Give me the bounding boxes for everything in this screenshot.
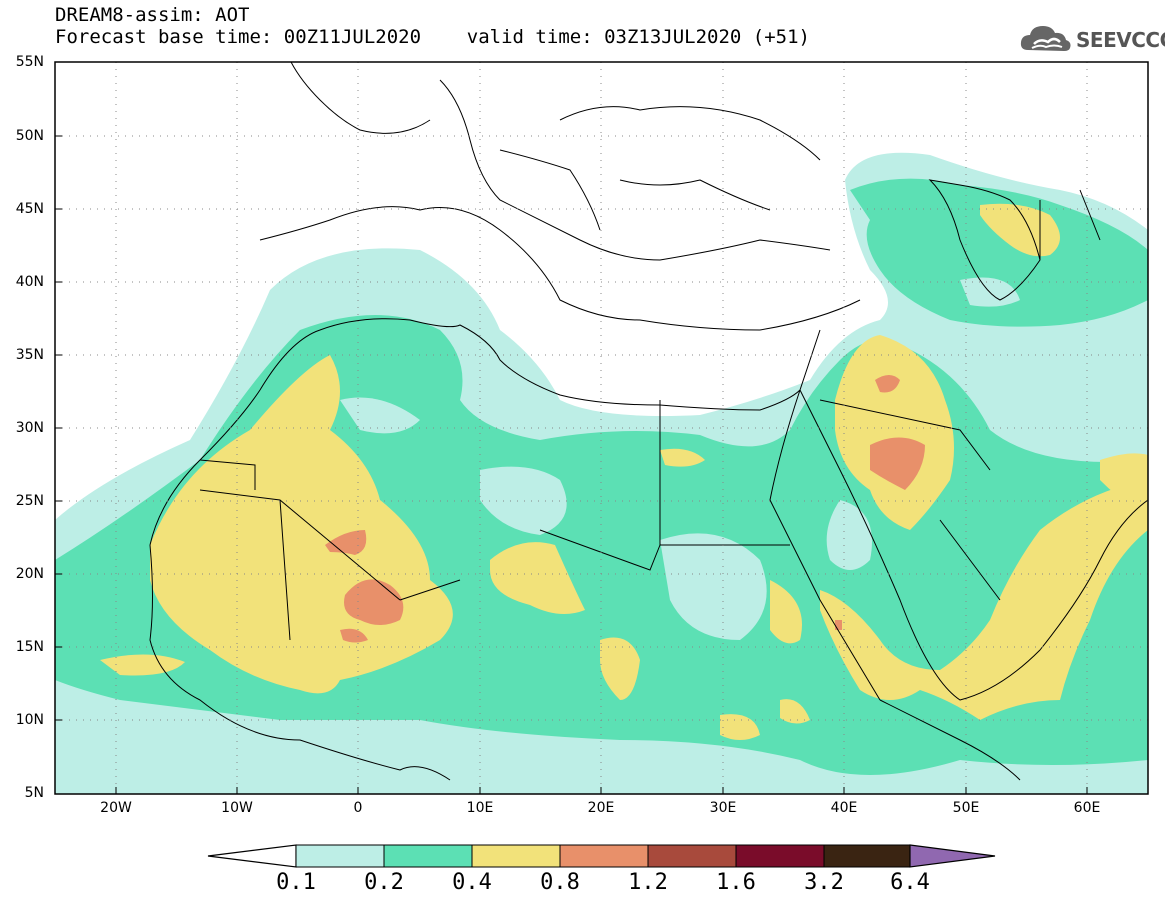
lon-label: 10E bbox=[466, 800, 494, 816]
map-title: DREAM8-assim: AOT bbox=[55, 4, 250, 26]
lon-label: 20E bbox=[587, 800, 615, 816]
colorbar-swatch-1.2 bbox=[647, 844, 737, 868]
lat-label: 10N bbox=[15, 712, 44, 728]
lon-label: 50E bbox=[952, 800, 980, 816]
lat-label: 35N bbox=[15, 347, 44, 363]
logo-text: SEEVCCC bbox=[1076, 28, 1165, 52]
cloud-icon bbox=[1020, 26, 1071, 51]
lat-label: 15N bbox=[15, 639, 44, 655]
colorbar-swatch-3.2 bbox=[823, 844, 911, 868]
lon-label: 30E bbox=[709, 800, 737, 816]
colorbar-label: 0.1 bbox=[276, 870, 316, 895]
lat-label: 25N bbox=[15, 493, 44, 509]
colorbar-label: 3.2 bbox=[804, 870, 844, 895]
lat-label: 30N bbox=[15, 420, 44, 436]
lat-label: 55N bbox=[15, 54, 44, 70]
colorbar bbox=[207, 844, 996, 868]
coastlines-borders bbox=[149, 62, 1148, 781]
seevccc-logo: SEEVCCC bbox=[1018, 20, 1165, 60]
colorbar-high-arrow bbox=[909, 844, 996, 868]
colorbar-label: 1.6 bbox=[716, 870, 756, 895]
lon-label: 60E bbox=[1073, 800, 1101, 816]
graticule bbox=[55, 62, 1148, 794]
colorbar-swatch-0.1 bbox=[295, 844, 385, 868]
colorbar-label: 0.4 bbox=[452, 870, 492, 895]
lat-label: 20N bbox=[15, 566, 44, 582]
colorbar-swatch-0.2 bbox=[383, 844, 473, 868]
lon-label: 20W bbox=[100, 800, 132, 816]
colorbar-swatch-0.4 bbox=[471, 844, 561, 868]
colorbar-label: 0.8 bbox=[540, 870, 580, 895]
colorbar-label: 1.2 bbox=[628, 870, 668, 895]
colorbar-label: 0.2 bbox=[364, 870, 404, 895]
forecast-time-line: Forecast base time: 00Z11JUL2020 valid t… bbox=[55, 26, 810, 48]
lon-label: 10W bbox=[221, 800, 253, 816]
lat-label: 45N bbox=[15, 201, 44, 217]
lon-label: 40E bbox=[830, 800, 858, 816]
colorbar-label: 6.4 bbox=[890, 870, 930, 895]
colorbar-swatch-0.8 bbox=[559, 844, 649, 868]
axis-ticks bbox=[55, 61, 1088, 794]
lat-label: 50N bbox=[15, 128, 44, 144]
colorbar-swatch-1.6 bbox=[735, 844, 825, 868]
lat-label: 5N bbox=[24, 785, 44, 801]
colorbar-low-arrow bbox=[207, 844, 297, 868]
lon-label: 0 bbox=[353, 800, 363, 816]
lat-label: 40N bbox=[15, 274, 44, 290]
